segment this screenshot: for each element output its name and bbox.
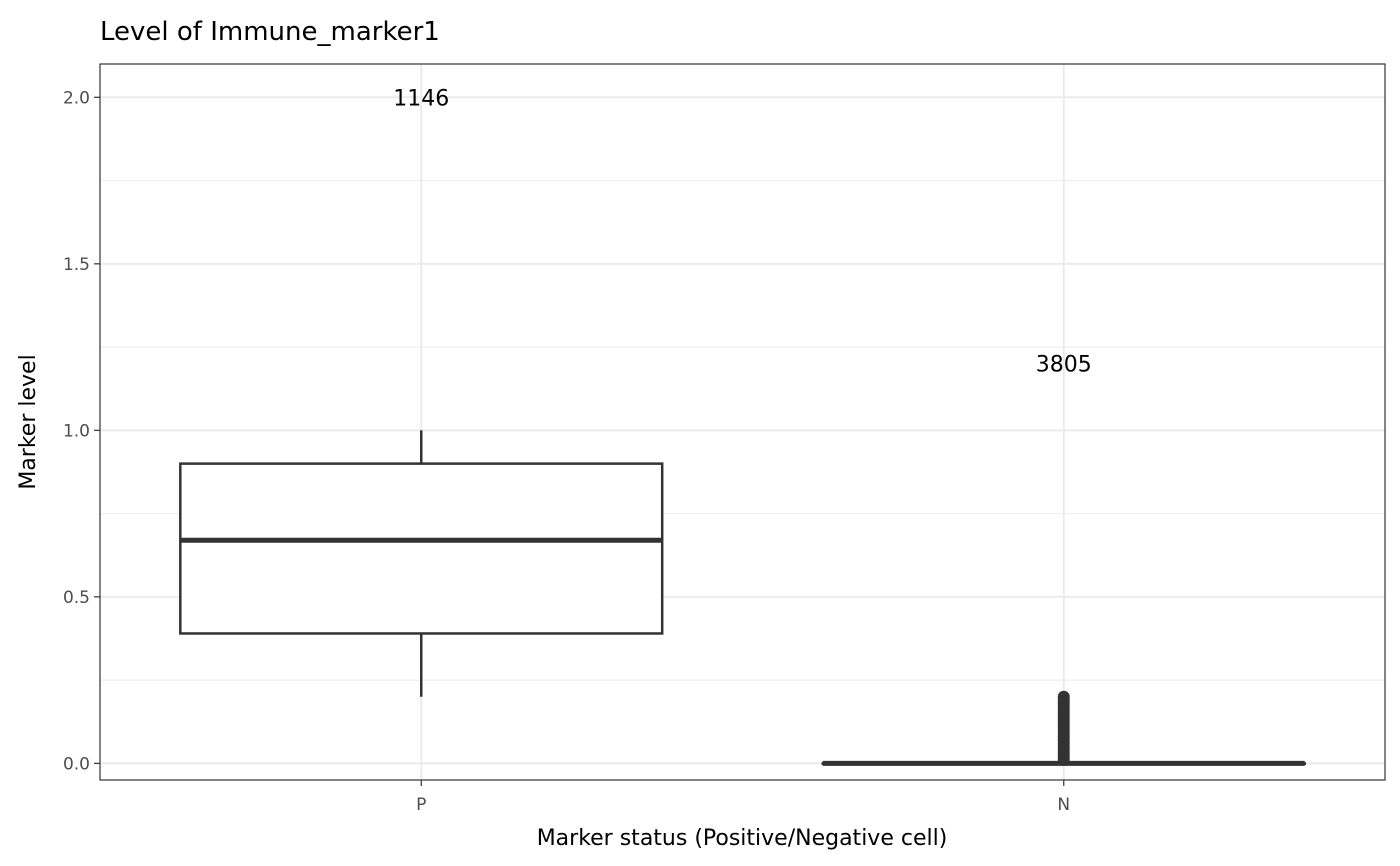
y-tick-label: 1.5 <box>63 255 90 275</box>
boxplots <box>179 430 1306 767</box>
outlier-point <box>1057 690 1070 703</box>
axes: 0.0 0.5 1.0 1.5 2.0 P N <box>63 88 1070 815</box>
y-axis-title: Marker level <box>16 354 41 489</box>
x-tick-label: N <box>1057 795 1070 815</box>
x-axis-title: Marker status (Positive/Negative cell) <box>537 826 948 851</box>
y-tick-label: 0.0 <box>63 754 90 774</box>
chart-title: Level of Immune_marker1 <box>100 17 440 47</box>
count-label: 1146 <box>393 86 449 111</box>
y-tick-label: 1.0 <box>63 421 90 441</box>
panel-border <box>99 63 1386 781</box>
y-tick-label: 0.5 <box>63 588 90 608</box>
count-labels: 1146 3805 <box>393 86 1092 377</box>
x-tick-label: P <box>416 795 426 815</box>
grid <box>100 64 1385 780</box>
count-label: 3805 <box>1036 353 1092 378</box>
box <box>179 462 664 635</box>
y-tick-label: 2.0 <box>63 88 90 108</box>
